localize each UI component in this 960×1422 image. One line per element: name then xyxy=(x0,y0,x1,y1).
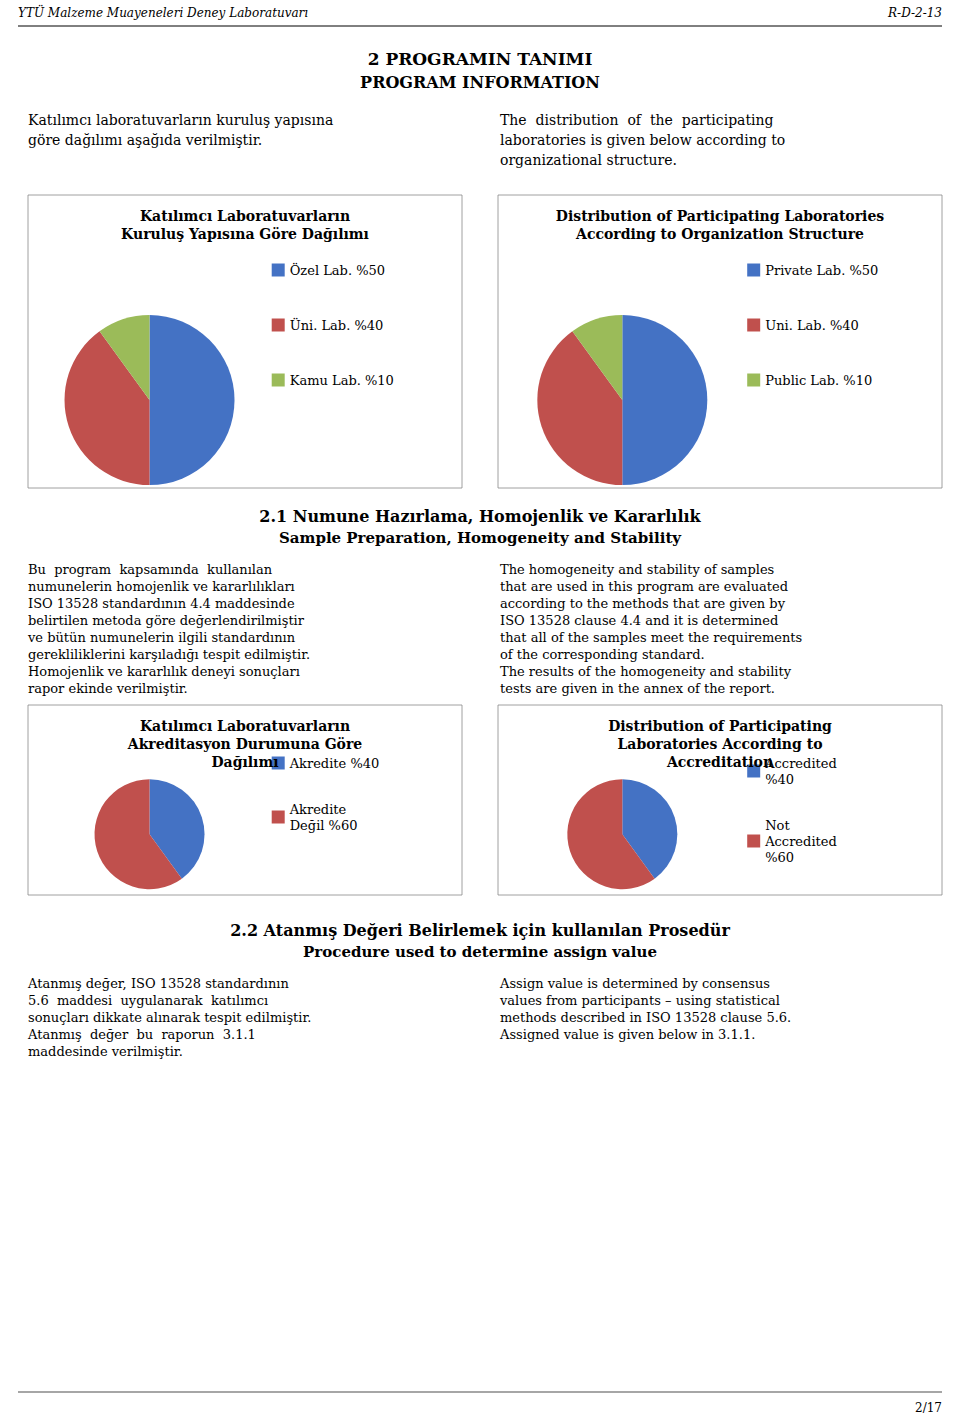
svg-text:Akreditasyon Durumuna Göre: Akreditasyon Durumuna Göre xyxy=(127,736,363,752)
svg-text:According to Organization Stru: According to Organization Structure xyxy=(575,226,864,242)
svg-text:YTÜ Malzeme Muayeneleri Deney: YTÜ Malzeme Muayeneleri Deney Laboratuva… xyxy=(18,4,308,20)
svg-text:Accredited: Accredited xyxy=(764,756,837,771)
svg-text:2.2 Atanmış Değeri Belirlemek: 2.2 Atanmış Değeri Belirlemek için kulla… xyxy=(230,921,730,940)
svg-text:gerekliliklerini karşıladığı t: gerekliliklerini karşıladığı tespit edil… xyxy=(28,647,310,662)
svg-text:organizational structure.: organizational structure. xyxy=(500,152,677,168)
svg-text:Üni. Lab. %40: Üni. Lab. %40 xyxy=(290,317,384,333)
svg-text:Atanmış değer bu raporun 3: Atanmış değer bu raporun 3.1.1 xyxy=(27,1027,256,1042)
svg-text:rapor ekinde verilmiştir.: rapor ekinde verilmiştir. xyxy=(28,681,188,696)
svg-text:Dağılımı: Dağılımı xyxy=(211,754,278,770)
svg-text:of the corresponding standard.: of the corresponding standard. xyxy=(500,647,705,662)
svg-text:%60: %60 xyxy=(765,850,794,865)
svg-text:laboratories is given below ac: laboratories is given below according to xyxy=(500,132,785,148)
svg-text:Akredite %40: Akredite %40 xyxy=(289,756,380,771)
svg-text:R-D-2-13: R-D-2-13 xyxy=(887,6,942,20)
svg-text:Katılımcı laboratuvarların kur: Katılımcı laboratuvarların kuruluş yapıs… xyxy=(28,112,333,128)
svg-text:Bu program kapsamında kulla: Bu program kapsamında kullanılan xyxy=(28,562,273,577)
svg-text:Public Lab. %10: Public Lab. %10 xyxy=(765,373,872,388)
svg-text:Değil %60: Değil %60 xyxy=(290,818,358,833)
svg-text:Katılımcı Laboratuvarların: Katılımcı Laboratuvarların xyxy=(140,718,350,734)
svg-text:2 PROGRAMIN TANIMI: 2 PROGRAMIN TANIMI xyxy=(368,49,593,69)
svg-text:%40: %40 xyxy=(765,772,794,787)
svg-text:that all of the samples meet t: that all of the samples meet the require… xyxy=(500,630,802,645)
svg-text:Katılımcı Laboratuvarların: Katılımcı Laboratuvarların xyxy=(140,208,350,224)
svg-text:2/17: 2/17 xyxy=(915,1401,942,1415)
svg-text:ISO 13528 clause 4.4 and it is: ISO 13528 clause 4.4 and it is determine… xyxy=(500,613,778,628)
svg-text:ISO 13528 standardının 4.4 mad: ISO 13528 standardının 4.4 maddesinde xyxy=(28,596,295,611)
svg-text:Distribution of Participating: Distribution of Participating Laboratori… xyxy=(556,208,884,224)
svg-text:Kuruluş Yapısına Göre Dağılımı: Kuruluş Yapısına Göre Dağılımı xyxy=(121,226,369,242)
svg-text:Private Lab. %50: Private Lab. %50 xyxy=(765,263,878,278)
svg-text:Procedure used to determine as: Procedure used to determine assign value xyxy=(303,943,657,961)
svg-text:2.1 Numune Hazırlama, Homojenl: 2.1 Numune Hazırlama, Homojenlik ve Kara… xyxy=(259,507,701,526)
svg-text:according to the methods that: according to the methods that are given … xyxy=(500,596,786,611)
svg-text:tests are given in the annex o: tests are given in the annex of the repo… xyxy=(500,681,775,696)
svg-text:Laboratories According to: Laboratories According to xyxy=(617,736,822,752)
svg-text:The distribution of the pa: The distribution of the participating xyxy=(500,112,774,128)
svg-text:The results of the homogeneity: The results of the homogeneity and stabi… xyxy=(500,664,792,679)
svg-text:belirtilen metoda göre değerle: belirtilen metoda göre değerlendirilmişt… xyxy=(28,613,305,628)
svg-text:Not: Not xyxy=(765,818,790,833)
svg-text:ve bütün numunelerin ilgili st: ve bütün numunelerin ilgili standardının xyxy=(27,630,296,645)
svg-text:Sample Preparation, Homogeneit: Sample Preparation, Homogeneity and Stab… xyxy=(279,529,682,547)
svg-text:Accreditation: Accreditation xyxy=(666,754,773,770)
svg-text:Özel Lab. %50: Özel Lab. %50 xyxy=(290,262,385,278)
svg-text:Uni. Lab. %40: Uni. Lab. %40 xyxy=(765,318,859,333)
svg-text:maddesinde verilmiştir.: maddesinde verilmiştir. xyxy=(28,1044,183,1059)
svg-text:sonuçları dikkate alınarak tes: sonuçları dikkate alınarak tespit edilmi… xyxy=(28,1010,311,1025)
svg-text:Homojenlik ve kararlılık deney: Homojenlik ve kararlılık deneyi sonuçlar… xyxy=(28,664,300,679)
svg-text:values from participants – usi: values from participants – using statist… xyxy=(499,993,780,1008)
svg-text:Distribution of Participating: Distribution of Participating xyxy=(608,718,832,734)
svg-text:Atanmış değer, ISO 13528 stand: Atanmış değer, ISO 13528 standardının xyxy=(27,976,290,991)
svg-text:Assign value is determined by: Assign value is determined by consensus xyxy=(499,976,770,991)
svg-text:5.6 maddesi uygulanarak kat: 5.6 maddesi uygulanarak katılımcı xyxy=(28,993,268,1008)
svg-text:Kamu Lab. %10: Kamu Lab. %10 xyxy=(290,373,394,388)
svg-text:PROGRAM INFORMATION: PROGRAM INFORMATION xyxy=(360,73,600,92)
svg-text:Assigned value is given below: Assigned value is given below in 3.1.1. xyxy=(499,1027,755,1042)
svg-text:methods described in ISO 13528: methods described in ISO 13528 clause 5.… xyxy=(500,1010,791,1025)
svg-text:numunelerin homojenlik ve kara: numunelerin homojenlik ve kararlılıkları xyxy=(28,579,295,594)
svg-text:that are used in this program: that are used in this program are evalua… xyxy=(500,579,788,594)
svg-text:The homogeneity and stability: The homogeneity and stability of samples xyxy=(500,562,774,577)
svg-text:göre dağılımı aşağıda verilmiş: göre dağılımı aşağıda verilmiştir. xyxy=(28,132,262,148)
svg-text:Accredited: Accredited xyxy=(764,834,837,849)
svg-text:Akredite: Akredite xyxy=(289,802,347,817)
